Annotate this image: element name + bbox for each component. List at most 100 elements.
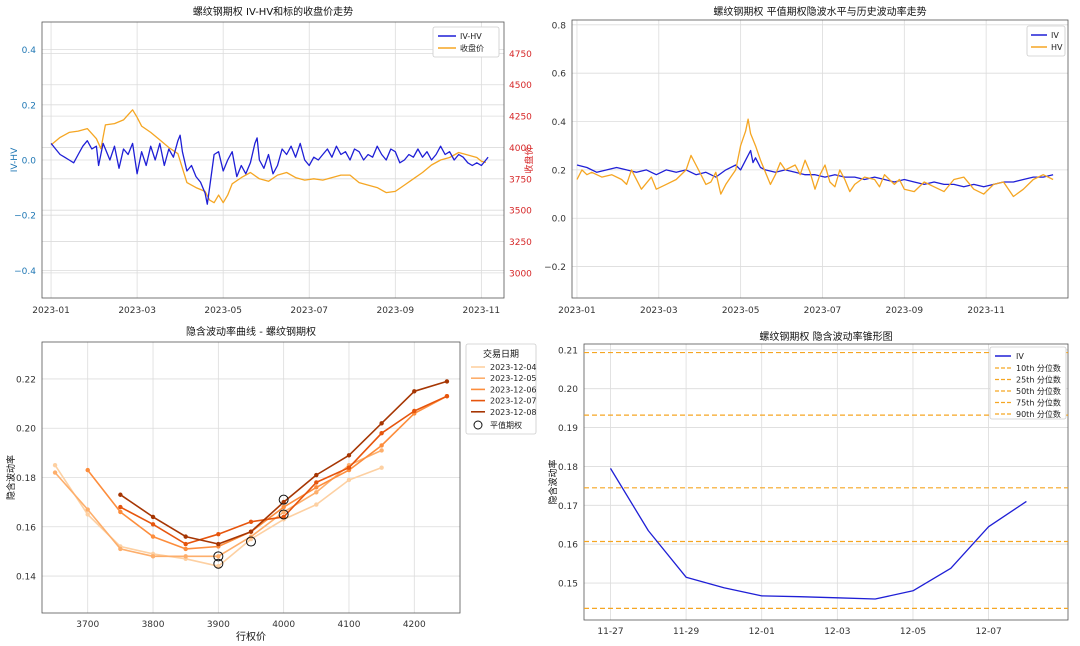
y-tick-label: 0.2 [552, 166, 566, 176]
atm-marker [278, 509, 289, 520]
x-tick-label: 4000 [272, 620, 295, 630]
y-tick-label: 0.8 [552, 21, 567, 31]
legend-label: 90th 分位数 [1016, 409, 1061, 419]
legend-label: 25th 分位数 [1016, 375, 1061, 385]
data-point [216, 554, 221, 559]
series-line-close [50, 109, 487, 204]
y2-tick-label: 4750 [509, 50, 532, 60]
series-line-iv [576, 149, 1054, 188]
data-point [150, 514, 156, 520]
data-point [183, 546, 188, 552]
legend-box [1026, 25, 1066, 57]
x-tick-label: 3900 [207, 620, 230, 630]
data-point [412, 389, 417, 394]
x-tick-label: 2023-03 [640, 306, 678, 316]
x-tick-label: 2023-01 [32, 306, 70, 316]
y-tick-label: 0.6 [552, 70, 567, 80]
axes-frame [583, 343, 1069, 621]
y-tick-label: 0.16 [558, 541, 578, 551]
y-tick-label: 0.18 [558, 463, 578, 473]
legend-box [989, 346, 1067, 420]
x-tick-label: 2023-11 [463, 306, 501, 316]
data-point [444, 379, 450, 384]
data-point [216, 531, 221, 537]
data-point [314, 490, 319, 495]
data-point [183, 541, 188, 547]
legend-label: 10th 分位数 [1016, 363, 1061, 373]
x-tick-label: 2023-05 [204, 306, 242, 316]
y-tick-label: 0.20 [558, 385, 578, 395]
data-point [248, 529, 254, 534]
data-point [183, 554, 188, 559]
y-tick-label: −0.2 [14, 212, 36, 222]
axes-frame [41, 341, 461, 614]
axes-frame [571, 19, 1069, 299]
legend-label: HV [1051, 43, 1063, 52]
legend-title: 交易日期 [483, 348, 519, 360]
y-tick-label: 0.21 [558, 346, 578, 356]
data-point [281, 504, 286, 510]
chart-iv-hv-level: 2023-01 2023-03 2023-05 2023-07 2023-09 2023-… [544, 5, 1069, 316]
x-tick-label: 11-29 [673, 627, 699, 637]
y-tick-label: −0.2 [544, 263, 566, 273]
data-point [85, 507, 90, 512]
y-tick-label: 0.2 [22, 101, 36, 111]
data-point [281, 514, 286, 520]
data-point [85, 467, 90, 473]
chart-title: 螺纹钢期权 隐含波动率锥形图 [759, 330, 892, 343]
series-line-2023-12-06 [87, 395, 448, 550]
legend-label: 2023-12-08 [490, 408, 537, 417]
data-point [150, 554, 156, 559]
atm-marker [213, 558, 224, 569]
y2-tick-label: 4000 [509, 144, 532, 154]
y2-tick-label: 4250 [509, 113, 532, 123]
x-tick-label: 12-05 [900, 627, 926, 637]
data-point [85, 512, 90, 517]
legend-label: 50th 分位数 [1016, 386, 1061, 396]
y-tick-label: 0.19 [558, 424, 578, 434]
y-tick-label: 0.22 [16, 375, 36, 385]
x-tick-label: 12-03 [824, 627, 850, 637]
x-tick-label: 4200 [403, 620, 426, 630]
atm-marker [246, 536, 256, 547]
data-point [281, 509, 286, 515]
x-tick-label: 2023-01 [558, 306, 596, 316]
y-tick-label: 0.15 [558, 580, 578, 590]
legend-label: 收盘价 [460, 43, 484, 53]
y-axis-label: IV-HV [10, 147, 20, 172]
chart-vol-cone: 11-27 11-29 12-01 12-03 12-05 12-07 0.15 0.16 0.… [547, 330, 1069, 637]
y-tick-label: 0.0 [552, 215, 567, 225]
data-point [379, 430, 384, 436]
axes-frame [41, 21, 505, 299]
x-tick-label: 2023-03 [118, 306, 156, 316]
y2-tick-label: 3500 [509, 207, 532, 217]
data-point [150, 534, 156, 539]
y2-axis-label: 收盘价 [523, 146, 535, 173]
data-point [150, 522, 156, 527]
legend-label: 2023-12-04 [490, 363, 537, 372]
atm-marker [213, 551, 224, 562]
data-point [216, 541, 221, 547]
x-tick-label: 2023-11 [967, 306, 1005, 316]
data-point [379, 448, 384, 453]
y-tick-label: 0.16 [16, 523, 36, 533]
legend-label: 75th 分位数 [1016, 398, 1061, 408]
legend-label: 平值期权 [490, 420, 522, 430]
data-point [379, 443, 384, 448]
chart-title: 隐含波动率曲线 - 螺纹钢期权 [186, 325, 316, 338]
y2-tick-label: 3000 [509, 269, 532, 279]
x-tick-label: 3800 [142, 620, 165, 630]
x-tick-label: 2023-09 [886, 306, 924, 316]
y2-tick-label: 3750 [509, 175, 532, 185]
legend-label: 2023-12-07 [490, 397, 537, 406]
y-tick-label: 0.4 [552, 118, 567, 128]
chart-vol-smile: 3700 3800 3900 4000 4100 4200 0.14 0.16 0.18 0.20… [5, 325, 537, 643]
data-point [52, 462, 58, 468]
data-point [346, 465, 352, 470]
data-point [444, 394, 450, 399]
series-line-iv [609, 468, 1027, 600]
data-point [314, 485, 319, 490]
y-tick-label: 0.4 [22, 46, 37, 56]
data-point [248, 519, 254, 525]
